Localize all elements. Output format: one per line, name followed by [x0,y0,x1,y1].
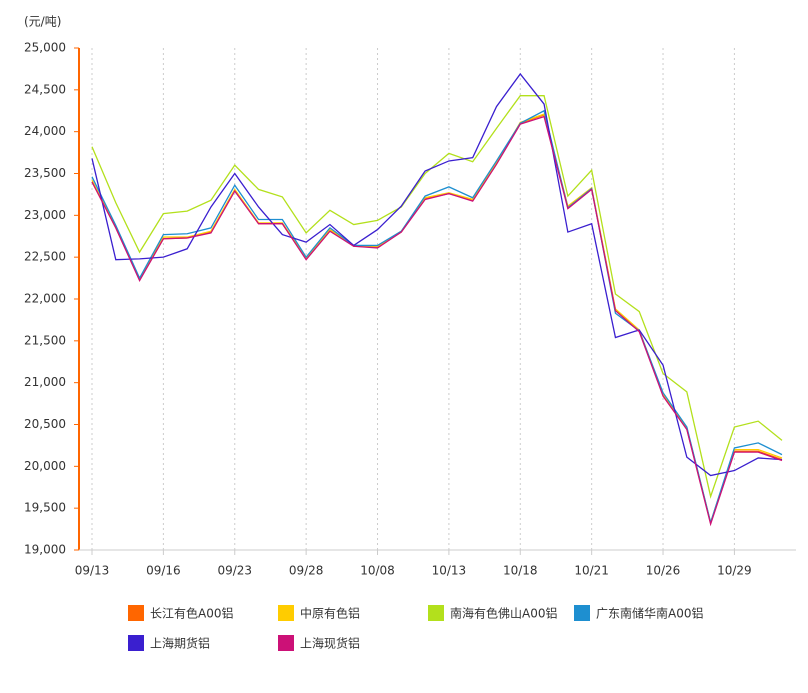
x-tick-label: 10/13 [432,564,467,578]
x-tick-label: 10/18 [503,564,538,578]
y-tick-label: 21,000 [24,375,66,389]
y-unit: (元/吨) [24,15,61,29]
y-tick-label: 22,000 [24,292,66,306]
legend-label: 长江有色A00铝 [150,606,233,621]
legend-swatch [278,605,294,621]
y-tick-label: 21,500 [24,333,66,347]
x-tick-label: 09/13 [75,564,110,578]
series-line [91,72,783,477]
x-tick-label: 10/26 [646,564,681,578]
x-tick-label: 09/16 [146,564,181,578]
y-tick-label: 23,000 [24,208,66,222]
legend-label: 南海有色佛山A00铝 [450,606,557,621]
series-line [91,113,783,525]
x-tick-label: 09/28 [289,564,324,578]
legend-label: 中原有色铝 [300,606,360,621]
y-tick-label: 23,500 [24,166,66,180]
y-tick-label: 19,500 [24,501,66,515]
y-tick-label: 24,500 [24,82,66,96]
legend-swatch [574,605,590,621]
x-tick-label: 10/08 [360,564,395,578]
legend-label: 上海现货铝 [300,636,360,651]
y-tick-label: 24,000 [24,124,66,138]
series-line [91,115,783,527]
y-tick-label: 19,000 [24,543,66,557]
legend-swatch [428,605,444,621]
y-tick-label: 25,000 [24,41,66,55]
series-line [91,109,783,525]
y-tick-label: 20,500 [24,417,66,431]
legend-swatch [128,635,144,651]
legend-swatch [278,635,294,651]
legend-swatch [128,605,144,621]
legend-label: 上海期货铝 [150,636,210,651]
series-line [91,114,783,526]
y-tick-label: 20,000 [24,459,66,473]
y-tick-label: 22,500 [24,250,66,264]
series-line [91,95,783,499]
x-tick-label: 10/21 [574,564,609,578]
legend-label: 广东南储华南A00铝 [596,606,703,621]
x-tick-label: 10/29 [717,564,752,578]
x-tick-label: 09/23 [217,564,252,578]
